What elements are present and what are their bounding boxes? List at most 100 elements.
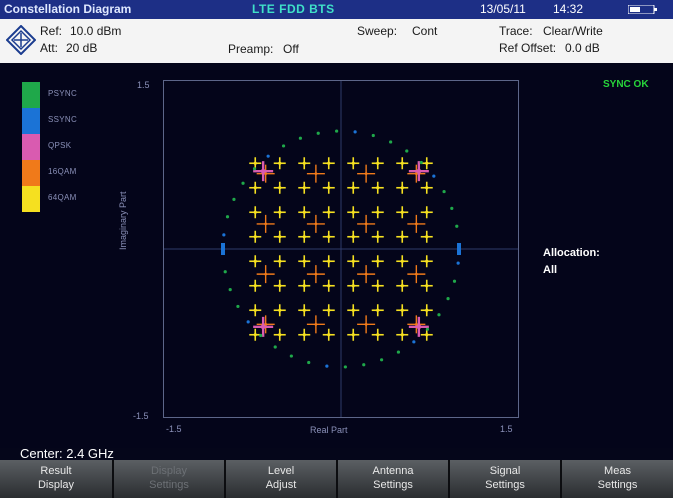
preamp-label: Preamp:	[228, 42, 274, 56]
sync-point	[456, 261, 460, 265]
constellation-point	[420, 328, 433, 341]
constellation-point	[249, 206, 262, 219]
constellation-point	[347, 181, 360, 194]
constellation-point	[322, 157, 335, 170]
sync-point	[425, 327, 430, 331]
sync-point	[353, 130, 357, 134]
sync-point	[266, 154, 270, 158]
constellation-point	[306, 164, 325, 183]
softkey-label: Settings	[597, 479, 638, 491]
constellation-point	[322, 206, 335, 219]
constellation-point	[396, 255, 409, 268]
constellation-point	[371, 206, 384, 219]
legend-label: 64QAM	[48, 193, 77, 202]
constellation-point	[273, 206, 286, 219]
constellation-point	[256, 214, 275, 233]
constellation-point	[249, 279, 262, 292]
y-axis-label: Imaginary Part	[118, 191, 128, 250]
constellation-point	[357, 164, 376, 183]
constellation-point	[322, 181, 335, 194]
sync-point	[432, 174, 436, 178]
constellation-point	[347, 328, 360, 341]
legend-item-64qam: 64QAM	[22, 186, 92, 212]
antenna-settings-button[interactable]: Antenna Settings	[338, 460, 450, 498]
softkey-label: Result	[40, 465, 72, 477]
constellation-point	[322, 279, 335, 292]
sweep-label: Sweep:	[357, 24, 398, 38]
constellation-point	[273, 279, 286, 292]
level-adjust-button[interactable]: Level Adjust	[226, 460, 338, 498]
legend-swatch	[22, 134, 40, 160]
legend-label: SSYNC	[48, 115, 78, 124]
constellation-point	[249, 328, 262, 341]
x-axis-label: Real Part	[310, 425, 348, 435]
x-axis-max: 1.5	[500, 424, 513, 434]
legend-swatch	[22, 108, 40, 134]
constellation-point	[306, 265, 325, 284]
constellation-point	[396, 279, 409, 292]
meas-settings-button[interactable]: Meas Settings	[562, 460, 673, 498]
constellation-point	[298, 181, 311, 194]
sync-point	[252, 167, 257, 171]
constellation-point	[371, 157, 384, 170]
ref-offset-value: 0.0 dB	[565, 41, 600, 55]
constellation-point	[420, 181, 433, 194]
softkey-label: Settings	[485, 479, 525, 491]
title-bar: Constellation Diagram LTE FDD BTS 13/05/…	[0, 0, 673, 19]
legend-swatch	[22, 82, 40, 108]
constellation-point	[396, 157, 409, 170]
sync-point	[446, 297, 450, 301]
constellation-point	[249, 230, 262, 243]
constellation-point	[249, 181, 262, 194]
sync-point	[412, 340, 416, 344]
softkey-label: Adjust	[265, 479, 297, 491]
sync-point	[259, 333, 263, 338]
constellation-point	[273, 304, 286, 317]
sync-point	[362, 363, 366, 367]
date-display: 13/05/11	[480, 2, 526, 16]
constellation-point	[322, 328, 335, 341]
legend-item-qpsk: QPSK	[22, 134, 92, 160]
standard-title: LTE FDD BTS	[252, 2, 335, 16]
sync-point	[223, 270, 227, 274]
attenuation-value: 20 dB	[66, 41, 98, 55]
constellation-point	[298, 230, 311, 243]
sync-point	[343, 365, 347, 369]
brand-logo-icon	[6, 25, 36, 55]
constellation-point	[371, 304, 384, 317]
constellation-point	[420, 157, 433, 170]
constellation-point	[420, 304, 433, 317]
sync-point	[450, 206, 454, 211]
allocation-label: Allocation:	[543, 247, 600, 259]
constellation-plot[interactable]	[163, 80, 519, 418]
sync-point	[379, 358, 384, 362]
sync-point	[307, 360, 311, 365]
constellation-point	[298, 304, 311, 317]
constellation-point	[396, 181, 409, 194]
constellation-point	[273, 157, 286, 170]
softkey-label: Signal	[489, 465, 521, 477]
result-display-button[interactable]: Result Display	[0, 460, 114, 498]
constellation-point	[371, 279, 384, 292]
sync-point	[236, 304, 240, 309]
legend-label: QPSK	[48, 141, 72, 150]
signal-settings-button[interactable]: Signal Settings	[450, 460, 562, 498]
softkey-label: Level	[267, 465, 295, 477]
constellation-point	[298, 328, 311, 341]
constellation-point	[371, 230, 384, 243]
constellation-point	[396, 304, 409, 317]
display-settings-button[interactable]: Display Settings	[114, 460, 226, 498]
constellation-point	[273, 181, 286, 194]
constellation-point	[407, 315, 426, 334]
sync-point	[325, 364, 329, 368]
sync-point	[221, 243, 225, 255]
constellation-point	[253, 316, 274, 337]
constellation-point	[322, 230, 335, 243]
constellation-point	[347, 206, 360, 219]
ref-level-label: Ref:	[40, 24, 63, 38]
legend-label: PSYNC	[48, 89, 78, 98]
constellation-point	[371, 181, 384, 194]
sync-point	[452, 279, 457, 283]
sync-point	[225, 215, 230, 219]
sync-point	[228, 287, 232, 292]
